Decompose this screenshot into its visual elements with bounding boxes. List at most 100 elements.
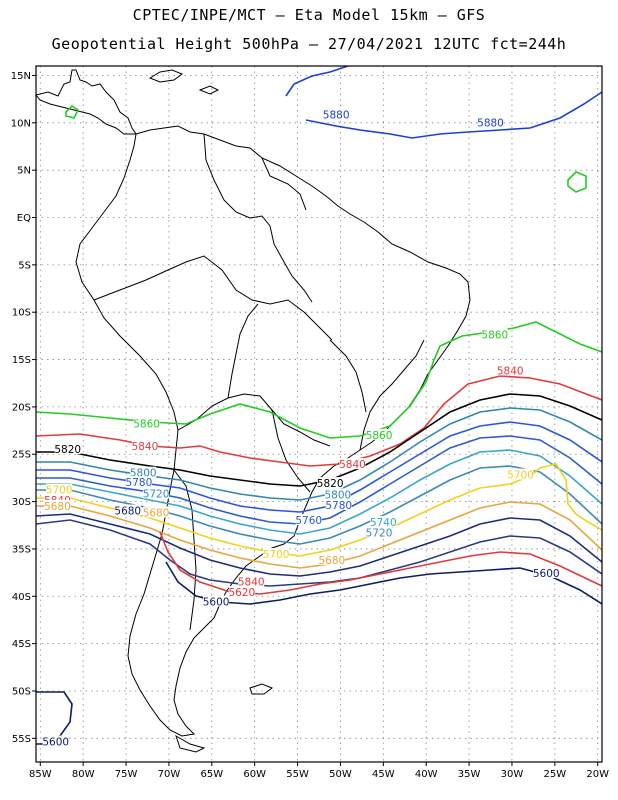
lat-tick-label: 15S [12, 355, 31, 366]
lon-tick-label: 35W [458, 769, 481, 780]
border-peru-brazil [93, 255, 333, 341]
contour-label: 5840 [339, 459, 366, 471]
contour-label-bg [131, 440, 158, 452]
central-america [36, 69, 137, 135]
contour-label: 5820 [317, 478, 344, 490]
south-america-coast [75, 125, 471, 737]
brazil-state-lines-2 [329, 339, 367, 413]
lat-tick-label: 20S [12, 402, 31, 413]
lon-tick-label: 40W [415, 769, 438, 780]
falkland-islands [249, 683, 274, 695]
contour-label: 5880 [323, 110, 350, 122]
contour-label-bg [370, 515, 397, 527]
border-chile-argentina [173, 469, 197, 631]
cuba-island [148, 69, 184, 83]
contour-label-bg [366, 428, 393, 440]
contour-label-bg [44, 499, 71, 511]
lat-tick-label: 30S [12, 497, 31, 508]
lon-tick-label: 70W [158, 769, 181, 780]
contour-label-bg [323, 108, 350, 120]
contour-label: 5700 [46, 485, 73, 497]
contour-labels: 5880588058605860586058405840584058405840… [42, 108, 560, 749]
border-venezuela-brazil [203, 133, 313, 303]
contour-label-bg [325, 498, 352, 510]
contour-label: 5680 [114, 506, 141, 518]
contour-label-bg [263, 548, 290, 560]
lat-tick-label: 10S [12, 308, 31, 319]
lon-tick-label: 45W [372, 769, 395, 780]
contour-label-bg [497, 364, 524, 376]
contour-label: 5700 [263, 549, 290, 561]
map-frame [35, 65, 603, 763]
contour-5740 [36, 449, 602, 535]
contour-5700 [36, 463, 602, 557]
lon-tick-label: 60W [243, 769, 266, 780]
contour-label-bg [324, 488, 351, 500]
lat-tick-label: 5N [17, 166, 31, 177]
contour-label-bg [238, 575, 265, 587]
contour-5860-ring-a [65, 104, 80, 119]
lat-tick-label: 55S [12, 734, 31, 745]
contour-5640 [36, 519, 602, 587]
lon-tick-label: 50W [329, 769, 352, 780]
lat-tick-label: 25S [12, 450, 31, 461]
contour-label: 5600 [533, 568, 560, 580]
tierra-del-fuego [175, 734, 206, 753]
contour-label: 5780 [325, 500, 352, 512]
lon-tick-label: 65W [200, 769, 223, 780]
contour-5680-navy [36, 513, 602, 577]
contour-label-bg [143, 487, 170, 499]
contour-label: 5680 [143, 507, 170, 519]
lat-tick-label: 35S [12, 544, 31, 555]
contour-label-bg [317, 477, 344, 489]
contour-label: 5840 [497, 365, 524, 377]
lon-tick-label: 75W [115, 769, 138, 780]
lat-tick-label: 15N [11, 71, 31, 82]
border-bolivia [227, 303, 259, 399]
contour-label-bg [130, 466, 157, 478]
contour-label-bg [42, 735, 69, 747]
contour-label-bg [228, 585, 255, 597]
lon-tick-label: 85W [29, 769, 52, 780]
contour-label-bg [481, 328, 508, 340]
contour-label: 5740 [370, 517, 397, 529]
lat-tick-label: 5S [18, 260, 31, 271]
lon-tick-label: 25W [544, 769, 567, 780]
contour-label-bg [143, 506, 170, 518]
border-argentina-brazil [271, 409, 311, 493]
contour-label-bg [203, 595, 230, 607]
lon-tick-label: 20W [586, 769, 609, 780]
contour-label-bg [46, 483, 73, 495]
contour-label: 5720 [366, 527, 393, 539]
contour-label-bg [477, 116, 504, 128]
coastlines [36, 69, 471, 753]
contour-label: 5760 [295, 515, 322, 527]
contour-label: 5600 [42, 737, 69, 749]
border-paraguay [177, 393, 331, 447]
lat-tick-label: 45S [12, 639, 31, 650]
contour-label: 5860 [133, 418, 160, 430]
map-title-line2: Geopotential Height 500hPa – 27/04/2021 … [51, 35, 567, 53]
map-title-line1: CPTEC/INPE/MCT – Eta Model 15km – GFS [132, 6, 486, 24]
contour-label: 5680 [318, 555, 345, 567]
lon-tick-label: 55W [286, 769, 309, 780]
contour-5860-sth [36, 321, 602, 439]
contour-label-bg [366, 526, 393, 538]
grid-lines [36, 66, 602, 762]
contour-5880-north [285, 66, 602, 139]
contour-5620 [159, 531, 602, 595]
contour-label: 5840 [132, 441, 159, 453]
contour-label: 5720 [143, 489, 170, 501]
contour-label-bg [133, 417, 160, 429]
contour-label-bg [54, 443, 81, 455]
contour-label-bg [44, 494, 71, 506]
contour-label: 5680 [44, 501, 71, 513]
contour-label: 5880 [477, 117, 504, 129]
contour-label: 5800 [324, 489, 351, 501]
lat-tick-label: 50S [12, 686, 31, 697]
contour-label-bg [507, 468, 534, 480]
lat-tick-label: 10N [11, 118, 31, 129]
contour-label: 5860 [481, 329, 508, 341]
hispaniola-island [198, 85, 220, 95]
